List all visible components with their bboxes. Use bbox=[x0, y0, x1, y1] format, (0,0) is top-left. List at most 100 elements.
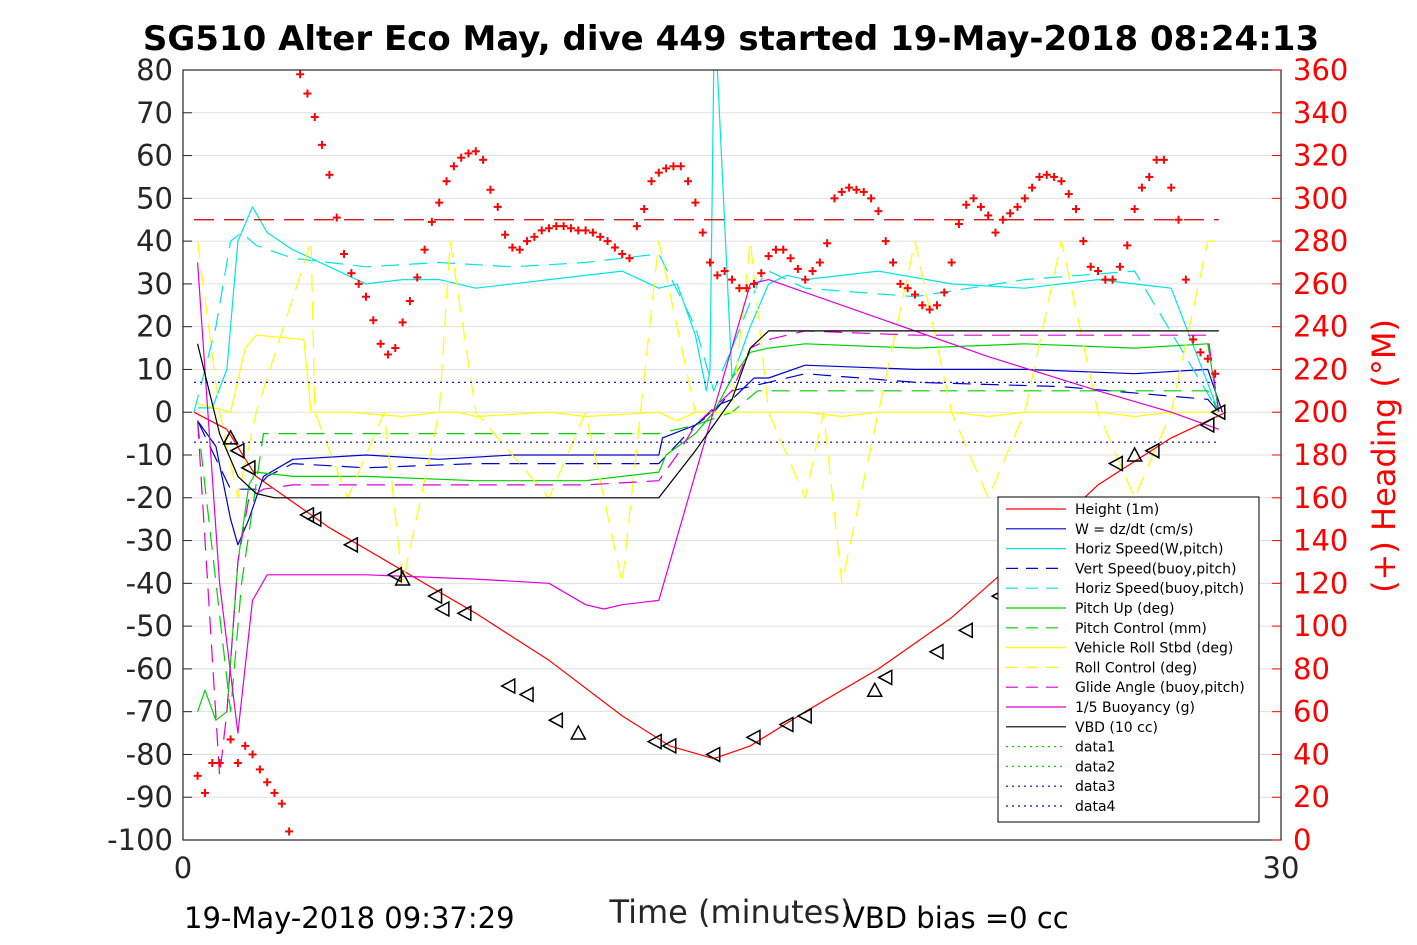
heading-point bbox=[277, 799, 286, 808]
triangle-marker bbox=[394, 570, 411, 586]
right-tick-label: 140 bbox=[1293, 524, 1348, 558]
triangle-marker bbox=[222, 429, 239, 445]
triangle-marker bbox=[1126, 446, 1143, 462]
legend-label: Vert Speed(buoy,pitch) bbox=[1075, 561, 1237, 577]
left-tick-label: 20 bbox=[136, 310, 173, 344]
heading-point bbox=[588, 228, 597, 237]
heading-point bbox=[545, 224, 553, 233]
heading-point bbox=[852, 185, 861, 194]
heading-point bbox=[610, 243, 619, 252]
heading-point bbox=[954, 220, 963, 228]
heading-point bbox=[215, 759, 224, 767]
triangle-marker bbox=[434, 600, 450, 618]
heading-point bbox=[698, 228, 707, 237]
heading-point bbox=[654, 168, 663, 177]
right-tick-label: 20 bbox=[1293, 780, 1330, 814]
heading-point bbox=[932, 301, 941, 310]
series-line-8 bbox=[197, 240, 1223, 584]
heading-point bbox=[566, 224, 575, 233]
left-tick-label: -30 bbox=[126, 524, 173, 558]
heading-point bbox=[398, 318, 407, 327]
heading-point bbox=[735, 284, 744, 293]
right-tick-label: 280 bbox=[1293, 224, 1348, 258]
legend-label: Height (1m) bbox=[1075, 502, 1159, 518]
x-tick-label: 30 bbox=[1263, 851, 1300, 885]
legend-label: Glide Angle (buoy,pitch) bbox=[1075, 680, 1245, 696]
heading-point bbox=[332, 213, 341, 222]
heading-point bbox=[618, 249, 627, 258]
triangle-marker bbox=[778, 716, 794, 733]
triangle-marker bbox=[1107, 455, 1124, 472]
heading-point bbox=[1013, 202, 1022, 211]
heading-point bbox=[303, 89, 312, 98]
left-tick-label: -20 bbox=[126, 481, 173, 515]
legend-label: Horiz Speed(W,pitch) bbox=[1075, 542, 1223, 558]
heading-point bbox=[552, 222, 561, 231]
heading-point bbox=[1152, 155, 1161, 164]
heading-point bbox=[1167, 183, 1176, 192]
left-tick-label: 0 bbox=[155, 395, 173, 429]
heading-point bbox=[889, 258, 898, 267]
heading-point bbox=[786, 254, 795, 263]
heading-point bbox=[874, 207, 883, 216]
heading-point bbox=[362, 292, 370, 301]
heading-point bbox=[263, 778, 272, 787]
series-line-11 bbox=[197, 330, 1219, 499]
heading-point bbox=[1196, 348, 1205, 357]
triangle-layer bbox=[222, 403, 1226, 763]
legend-box bbox=[997, 496, 1260, 823]
heading-point bbox=[918, 301, 927, 310]
heading-point bbox=[405, 297, 414, 305]
right-axis-label: (+) Heading (°M) bbox=[1365, 319, 1403, 593]
right-tick-label: 80 bbox=[1293, 652, 1330, 686]
legend-label: Roll Control (deg) bbox=[1075, 660, 1197, 676]
heading-point bbox=[962, 200, 971, 209]
x-tick-label: 0 bbox=[174, 851, 192, 885]
heading-point bbox=[471, 147, 480, 156]
heading-point bbox=[742, 284, 751, 293]
heading-point bbox=[720, 267, 729, 276]
right-axis-ticks: 3603403203002802602402202001801601401201… bbox=[1272, 53, 1348, 857]
heading-point bbox=[1137, 183, 1146, 192]
heading-point bbox=[845, 183, 854, 192]
left-tick-label: 30 bbox=[136, 267, 173, 301]
heading-point bbox=[1094, 267, 1102, 276]
heading-point bbox=[413, 273, 422, 282]
heading-point bbox=[369, 316, 378, 325]
heading-point bbox=[1211, 369, 1220, 378]
heading-point bbox=[706, 258, 715, 267]
heading-point bbox=[501, 230, 510, 239]
legend-label: Pitch Up (deg) bbox=[1075, 601, 1174, 617]
series-line-9 bbox=[197, 330, 1220, 777]
heading-point bbox=[523, 237, 532, 246]
heading-point bbox=[537, 226, 546, 235]
heading-point bbox=[1108, 275, 1117, 284]
triangle-marker bbox=[306, 510, 322, 528]
heading-point bbox=[1181, 275, 1190, 284]
triangle-marker bbox=[456, 605, 472, 622]
heading-layer bbox=[193, 70, 1220, 836]
heading-point bbox=[1057, 177, 1066, 186]
heading-point bbox=[779, 245, 788, 254]
heading-point bbox=[464, 149, 473, 158]
triangle-marker bbox=[705, 746, 721, 763]
heading-point bbox=[728, 275, 736, 284]
heading-point bbox=[764, 252, 773, 261]
heading-point bbox=[625, 254, 634, 263]
left-tick-label: 80 bbox=[136, 53, 173, 87]
heading-point bbox=[749, 279, 758, 288]
triangle-marker bbox=[745, 729, 761, 746]
heading-point bbox=[310, 113, 319, 122]
heading-point bbox=[669, 162, 678, 171]
left-tick-label: 60 bbox=[136, 139, 173, 173]
triangle-marker bbox=[957, 622, 973, 639]
heading-point bbox=[911, 290, 919, 299]
left-tick-label: 50 bbox=[136, 181, 173, 215]
heading-point bbox=[1072, 205, 1081, 214]
left-tick-label: -10 bbox=[126, 438, 173, 472]
right-tick-label: 360 bbox=[1293, 53, 1348, 87]
right-tick-label: 100 bbox=[1293, 609, 1348, 643]
triangle-marker bbox=[866, 681, 883, 698]
triangle-marker bbox=[1144, 442, 1160, 459]
footer-vbd-bias: VBD bias =0 cc bbox=[845, 901, 1069, 935]
